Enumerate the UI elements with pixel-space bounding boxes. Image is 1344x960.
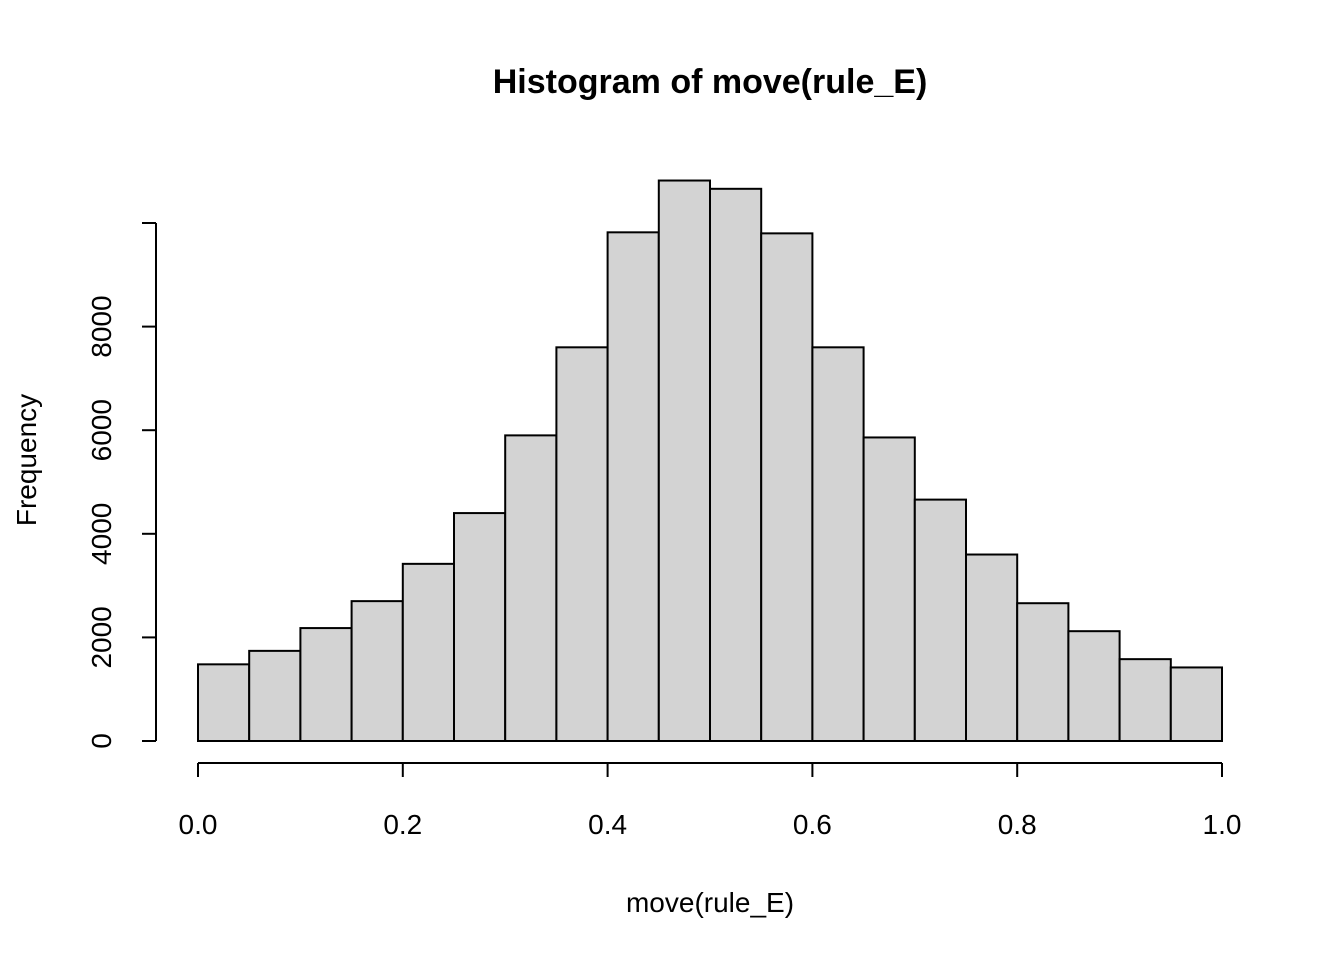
histogram-bar [913, 498, 967, 742]
y-tick-label: 4000 [86, 503, 117, 565]
y-axis-label: Frequency [11, 394, 42, 526]
histogram-bar [1067, 630, 1121, 743]
histogram-bar [350, 600, 404, 743]
bars-group [197, 179, 1224, 743]
x-axis-label: move(rule_E) [626, 887, 794, 918]
x-tick-label: 1.0 [1203, 809, 1242, 840]
histogram-bar [299, 627, 353, 742]
histogram-bar [709, 187, 763, 742]
histogram-bar [1016, 602, 1070, 742]
y-tick-label: 0 [86, 733, 117, 749]
histogram-bar [862, 436, 916, 742]
x-tick-label: 0.2 [383, 809, 422, 840]
x-tick-label: 0.4 [588, 809, 627, 840]
y-tick-label: 6000 [86, 399, 117, 461]
histogram-bar [811, 346, 865, 742]
histogram-bar [760, 232, 814, 743]
histogram-bar [657, 179, 711, 743]
histogram-bar [453, 512, 507, 743]
histogram-bar [1118, 658, 1172, 743]
histogram-bar [401, 562, 455, 742]
histogram-bar [504, 434, 558, 742]
x-tick-label: 0.6 [793, 809, 832, 840]
histogram-bar [606, 231, 660, 742]
chart-title: Histogram of move(rule_E) [493, 63, 928, 101]
histogram-bar [197, 663, 251, 742]
histogram-bar [555, 346, 609, 742]
y-tick-label: 8000 [86, 295, 117, 357]
x-tick-label: 0.0 [179, 809, 218, 840]
x-axis: 0.0 0.2 0.4 0.6 0.8 1.0 [179, 762, 1242, 840]
histogram-bar [965, 553, 1019, 743]
histogram-bar [248, 649, 302, 742]
y-axis: 0 2000 4000 6000 8000 [86, 222, 157, 749]
y-tick-label: 2000 [86, 606, 117, 668]
histogram-bar [1169, 666, 1224, 742]
x-tick-label: 0.8 [998, 809, 1037, 840]
